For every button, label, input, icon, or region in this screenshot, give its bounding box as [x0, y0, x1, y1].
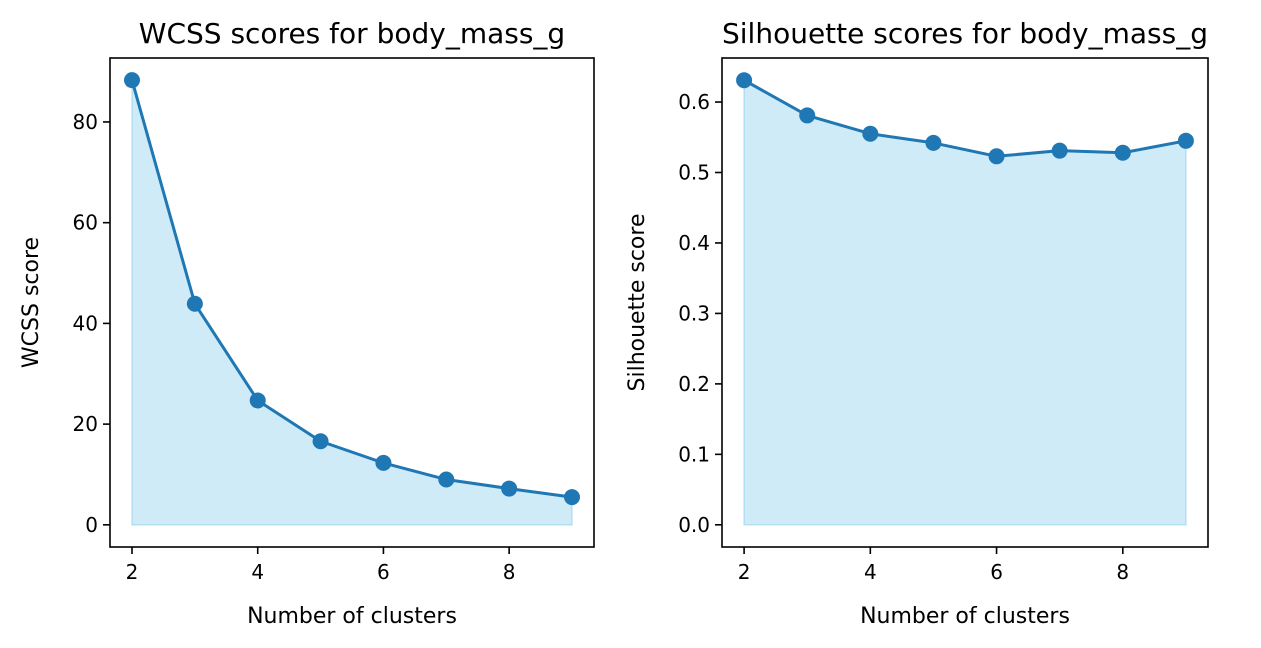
silhouette-y-tick-label: 0.2 [678, 372, 710, 396]
wcss-x-tick-label: 2 [126, 560, 139, 584]
wcss-axes-frame [109, 57, 595, 548]
wcss-y-tick-label: 40 [73, 311, 98, 335]
silhouette-y-axis-label: Silhouette score [625, 214, 650, 392]
wcss-y-axis-label: WCSS score [19, 237, 44, 368]
wcss-x-tick-label: 8 [503, 560, 516, 584]
silhouette-y-tick-label: 0.6 [678, 90, 710, 114]
wcss-x-tick-label: 4 [251, 560, 264, 584]
wcss-data-point [375, 454, 392, 471]
wcss-y-tick-label: 0 [85, 513, 98, 537]
silhouette-y-tick-label: 0.5 [678, 160, 710, 184]
silhouette-y-tick-label: 0.3 [678, 301, 710, 325]
wcss-chart-title: WCSS scores for body_mass_g [139, 17, 565, 50]
silhouette-x-tick-label: 8 [1116, 560, 1129, 584]
silhouette-chart: 2 4 6 8 0.0 0.1 0.2 0.3 0.4 0.5 0.6 Silhouette scor… [625, 17, 1209, 629]
wcss-y-tick-label: 60 [73, 211, 98, 235]
silhouette-chart-title: Silhouette scores for body_mass_g [722, 17, 1208, 50]
silhouette-data-point [988, 148, 1005, 165]
silhouette-series-line [743, 78, 1187, 158]
silhouette-data-point [1114, 144, 1131, 161]
wcss-x-axis-label: Number of clusters [247, 604, 457, 629]
wcss-data-point [124, 72, 140, 89]
wcss-data-point [564, 489, 580, 506]
silhouette-y-tick-label: 0.0 [678, 513, 710, 537]
wcss-data-point [312, 433, 329, 450]
wcss-x-tick-label: 6 [377, 560, 390, 584]
wcss-data-point [438, 471, 455, 488]
silhouette-y-tick-label: 0.4 [678, 231, 710, 255]
wcss-data-point [501, 480, 518, 497]
silhouette-x-tick-label: 2 [738, 560, 751, 584]
wcss-y-tick-label: 80 [73, 110, 98, 134]
silhouette-y-tick-label: 0.1 [678, 442, 710, 466]
silhouette-data-point [862, 125, 879, 142]
wcss-y-tick-label: 20 [73, 412, 98, 436]
silhouette-data-point [736, 72, 753, 89]
silhouette-x-tick-label: 4 [864, 560, 877, 584]
silhouette-data-point [925, 134, 942, 151]
silhouette-axes-frame [721, 57, 1209, 548]
silhouette-x-tick-label: 6 [990, 560, 1003, 584]
wcss-series-line [130, 79, 573, 499]
silhouette-data-point [1051, 142, 1068, 159]
silhouette-data-point [799, 107, 816, 124]
silhouette-x-axis-label: Number of clusters [860, 604, 1070, 629]
wcss-data-point [249, 392, 266, 409]
wcss-data-point [186, 295, 203, 312]
silhouette-data-point [1177, 132, 1194, 149]
